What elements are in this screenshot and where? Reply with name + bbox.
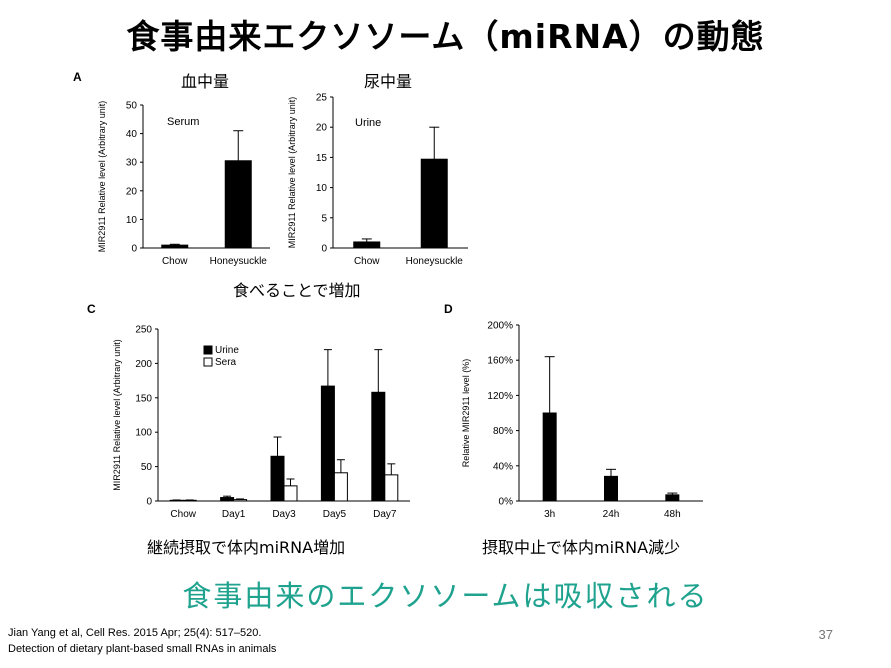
y-tick-label: 150 bbox=[135, 393, 152, 404]
bar-chow bbox=[353, 241, 381, 249]
bar-day3 bbox=[270, 455, 285, 502]
x-tick-label: 24h bbox=[603, 509, 620, 520]
x-tick-label: 3h bbox=[544, 509, 555, 520]
y-tick-label: 15 bbox=[316, 153, 328, 164]
y-axis-label: MIR2911 Relative level (Arbitrary unit) bbox=[287, 97, 297, 248]
y-tick-label: 40 bbox=[126, 129, 138, 140]
legend-swatch-sera bbox=[203, 357, 213, 367]
chart-decay: 0% 40% 80% 120% 160% 200% Relative MIR2911 lev… bbox=[461, 321, 703, 520]
chart-serum: 0 10 20 30 40 50 MIR2911 Relative level (Arbit… bbox=[97, 101, 270, 267]
caption-stop-intake: 摂取中止で体内miRNA減少 bbox=[482, 538, 681, 557]
caption-continued-intake: 継続摂取で体内miRNA増加 bbox=[147, 538, 346, 557]
reference-title: Detection of dietary plant-based small R… bbox=[8, 643, 277, 655]
x-tick-label: Honeysuckle bbox=[406, 256, 464, 267]
page-number: 37 bbox=[818, 627, 833, 642]
bar-24h bbox=[604, 475, 618, 502]
x-tick-label: 48h bbox=[664, 509, 681, 520]
y-tick-label: 200 bbox=[135, 359, 152, 370]
y-tick-label: 100 bbox=[135, 428, 152, 439]
y-tick-label: 10 bbox=[126, 215, 138, 226]
y-axis-label: MIR2911 Relative level (Arbitrary unit) bbox=[97, 101, 107, 252]
bar-chow bbox=[161, 244, 189, 249]
caption-urine-amount: 尿中量 bbox=[364, 72, 413, 91]
bar-honeysuckle bbox=[420, 158, 448, 249]
y-tick-label: 5 bbox=[321, 213, 327, 224]
bar-day3 bbox=[283, 485, 298, 502]
y-tick-label: 250 bbox=[135, 325, 152, 336]
chart-title: Serum bbox=[167, 116, 199, 128]
y-tick-label: 200% bbox=[487, 321, 513, 332]
x-tick-label: Chow bbox=[354, 256, 380, 267]
y-tick-label: 160% bbox=[487, 356, 513, 367]
x-tick-label: Day3 bbox=[272, 509, 296, 520]
y-tick-label: 50 bbox=[141, 462, 153, 473]
y-tick-label: 25 bbox=[316, 93, 328, 104]
y-tick-label: 120% bbox=[487, 391, 513, 402]
bar-day1 bbox=[220, 497, 235, 502]
legend-label-sera: Sera bbox=[215, 357, 237, 368]
y-tick-label: 40% bbox=[493, 461, 513, 472]
y-axis-label: Relative MIR2911 level (%) bbox=[461, 359, 471, 467]
y-tick-label: 0 bbox=[321, 244, 327, 255]
legend-swatch-urine bbox=[203, 345, 213, 355]
takeaway-message: 食事由来のエクソソームは吸収される bbox=[182, 579, 709, 613]
x-tick-label: Day5 bbox=[323, 509, 347, 520]
chart-time: 0 50 100 150 200 250 MIR2911 Relative level (A… bbox=[112, 325, 410, 520]
y-tick-label: 0% bbox=[499, 497, 514, 508]
x-tick-label: Chow bbox=[170, 509, 196, 520]
x-tick-label: Day1 bbox=[222, 509, 246, 520]
y-tick-label: 20 bbox=[126, 186, 138, 197]
y-tick-label: 50 bbox=[126, 101, 138, 112]
y-tick-label: 30 bbox=[126, 158, 138, 169]
y-tick-label: 10 bbox=[316, 183, 328, 194]
bar-day5 bbox=[333, 472, 348, 502]
chart-urine: 0 5 10 15 20 25 MIR2911 Relative level (Arbitr… bbox=[287, 93, 468, 267]
y-tick-label: 0 bbox=[131, 244, 137, 255]
x-tick-label: Honeysuckle bbox=[210, 256, 268, 267]
reference-citation: Jian Yang et al, Cell Res. 2015 Apr; 25(… bbox=[8, 627, 262, 639]
bar-day5 bbox=[320, 385, 335, 502]
slide-title: 食事由来エクソソーム（miRNA）の動態 bbox=[126, 17, 765, 56]
y-tick-label: 80% bbox=[493, 426, 513, 437]
bar-day1 bbox=[233, 499, 248, 502]
bar-day7 bbox=[384, 474, 399, 502]
chart-title: Urine bbox=[355, 117, 381, 129]
panel-label-d: D bbox=[444, 302, 453, 316]
y-tick-label: 20 bbox=[316, 123, 328, 134]
x-tick-label: Day7 bbox=[373, 509, 397, 520]
bar-honeysuckle bbox=[224, 160, 252, 249]
bar-day7 bbox=[371, 391, 386, 502]
panel-label-a: A bbox=[73, 70, 82, 84]
y-tick-label: 0 bbox=[146, 497, 152, 508]
bar-3h bbox=[542, 412, 557, 502]
legend-label-urine: Urine bbox=[215, 345, 239, 356]
bar-48h bbox=[665, 494, 680, 502]
y-axis-label: MIR2911 Relative level (Arbitrary unit) bbox=[112, 339, 122, 490]
panel-label-c: C bbox=[87, 302, 96, 316]
caption-eat-increase: 食べることで増加 bbox=[233, 281, 361, 300]
x-tick-label: Chow bbox=[162, 256, 188, 267]
caption-serum-amount: 血中量 bbox=[181, 72, 230, 91]
